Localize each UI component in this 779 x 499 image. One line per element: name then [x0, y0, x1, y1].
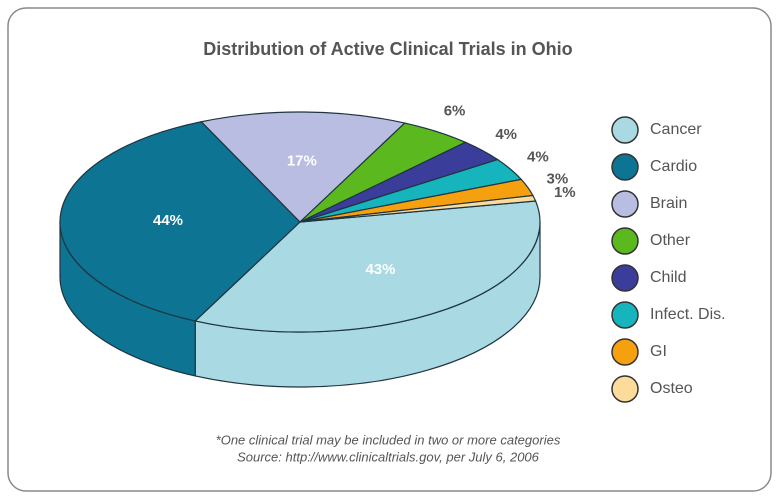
- data-label: 4%: [527, 149, 549, 166]
- footnote: *One clinical trial may be included in t…: [216, 432, 561, 447]
- legend-swatch: [611, 264, 639, 292]
- legend-swatch: [611, 116, 639, 144]
- legend-label: Child: [650, 269, 686, 286]
- data-label: 6%: [444, 103, 466, 120]
- data-label: 43%: [365, 261, 395, 278]
- legend-swatch: [611, 190, 639, 218]
- slice: [193, 200, 541, 333]
- legend-swatch: [611, 375, 639, 403]
- data-label: 1%: [554, 184, 576, 201]
- data-label: 4%: [495, 126, 517, 143]
- legend-swatch: [611, 338, 639, 366]
- legend-label: Osteo: [650, 380, 693, 397]
- legend-label: Cardio: [650, 158, 697, 175]
- data-label: 3%: [547, 171, 569, 188]
- slice: [299, 194, 537, 223]
- legend-swatch: [611, 227, 639, 255]
- legend-swatch: [611, 301, 639, 329]
- slice: [200, 111, 407, 223]
- legend-label: Brain: [650, 195, 687, 212]
- source: Source: http://www.clinicaltrials.gov, p…: [237, 449, 540, 464]
- chart-title: Distribution of Active Clinical Trials i…: [203, 39, 572, 59]
- legend-swatch: [611, 153, 639, 181]
- legend-label: GI: [650, 343, 667, 360]
- slice: [59, 121, 301, 322]
- legend-label: Other: [650, 232, 691, 249]
- legend-label: Cancer: [650, 121, 702, 138]
- data-label: 17%: [287, 152, 317, 169]
- legend-label: Infect. Dis.: [650, 306, 726, 323]
- data-label: 44%: [153, 212, 183, 229]
